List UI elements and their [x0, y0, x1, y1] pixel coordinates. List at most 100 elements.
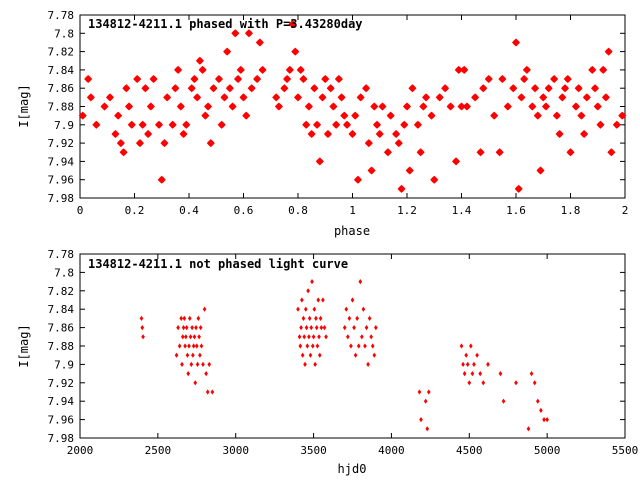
data-point	[425, 426, 430, 432]
data-point	[362, 84, 371, 93]
data-point	[374, 325, 378, 331]
data-point	[302, 120, 311, 129]
data-point	[225, 84, 234, 93]
data-point	[361, 306, 366, 312]
data-point	[138, 120, 147, 129]
y-tick-label: 7.9	[54, 358, 74, 371]
data-point	[310, 84, 319, 93]
data-point	[550, 75, 559, 84]
data-point	[378, 102, 387, 111]
y-tick-label: 7.84	[48, 64, 75, 77]
data-point	[363, 343, 367, 349]
data-point	[486, 361, 490, 367]
data-point	[191, 352, 195, 358]
data-point	[116, 139, 125, 148]
data-point	[430, 175, 439, 184]
data-point	[599, 65, 608, 74]
data-point	[321, 75, 330, 84]
data-point	[452, 157, 461, 166]
data-point	[239, 93, 248, 102]
data-point	[187, 343, 191, 349]
data-point	[394, 139, 403, 148]
data-point	[177, 343, 182, 349]
y-tick-label: 7.8	[54, 266, 74, 279]
data-point	[188, 334, 193, 340]
data-point	[144, 129, 153, 138]
x-tick-label: 0.4	[179, 204, 199, 217]
x-tick-label: 2	[622, 204, 629, 217]
data-point	[561, 84, 570, 93]
y-tick-label: 7.98	[48, 192, 75, 205]
data-point	[304, 325, 309, 331]
data-point	[206, 139, 215, 148]
data-point	[322, 325, 327, 331]
data-point	[299, 75, 308, 84]
data-point	[84, 75, 93, 84]
data-point	[612, 120, 621, 129]
data-point	[125, 102, 134, 111]
data-point	[184, 325, 189, 331]
x-tick-label: 0.6	[234, 204, 254, 217]
data-point	[563, 75, 572, 84]
data-point	[462, 102, 471, 111]
data-point	[542, 417, 546, 423]
data-point	[413, 120, 422, 129]
data-point	[234, 75, 243, 84]
data-point	[454, 65, 463, 74]
data-point	[181, 325, 186, 331]
data-point	[329, 102, 338, 111]
data-point	[574, 84, 583, 93]
data-point	[303, 306, 308, 312]
data-point	[535, 398, 540, 404]
data-point	[201, 111, 210, 120]
unphased-plot-ylabel: I[mag]	[17, 324, 31, 367]
data-point	[367, 166, 376, 175]
x-tick-label: 1.4	[452, 204, 472, 217]
data-point	[291, 47, 300, 56]
data-point	[114, 111, 123, 120]
data-point	[274, 102, 283, 111]
data-point	[176, 325, 180, 331]
data-point	[545, 417, 549, 423]
data-point	[316, 297, 321, 303]
data-point	[536, 166, 545, 175]
data-point	[588, 65, 597, 74]
data-point	[179, 129, 188, 138]
unphased-light-curve-plot: 2000 2500 3000 3500 4000 4500 5000 5500 7.78 7.8 7…	[17, 248, 638, 476]
y-tick-label: 7.8	[54, 27, 74, 40]
data-point	[514, 380, 518, 386]
data-point	[187, 315, 192, 321]
data-point	[539, 407, 543, 413]
data-point	[127, 120, 136, 129]
data-point	[100, 102, 109, 111]
data-point	[355, 315, 359, 321]
y-tick-label: 7.84	[48, 303, 75, 316]
data-point	[155, 120, 164, 129]
data-point	[204, 371, 208, 377]
data-point	[375, 129, 384, 138]
data-point	[544, 84, 553, 93]
data-point	[498, 371, 503, 377]
data-point	[296, 65, 305, 74]
y-tick-label: 7.96	[48, 414, 75, 427]
phased-plot-xlabel: phase	[334, 224, 370, 238]
data-point	[310, 343, 315, 349]
data-point	[319, 325, 324, 331]
x-tick-label: 1.8	[561, 204, 581, 217]
data-point	[244, 29, 253, 38]
data-point	[305, 343, 310, 349]
data-point	[190, 325, 194, 331]
data-point	[297, 334, 302, 340]
unphased-plot-ticks: 2000 2500 3000 3500 4000 4500 5000 5500 7.78 7.8 7…	[48, 248, 639, 457]
data-point	[285, 65, 294, 74]
data-point	[392, 129, 401, 138]
y-tick-label: 7.88	[48, 340, 75, 353]
data-point	[366, 361, 370, 367]
data-point	[476, 148, 485, 157]
data-point	[533, 111, 542, 120]
data-point	[303, 361, 307, 367]
data-point	[397, 184, 406, 193]
data-point	[347, 315, 352, 321]
